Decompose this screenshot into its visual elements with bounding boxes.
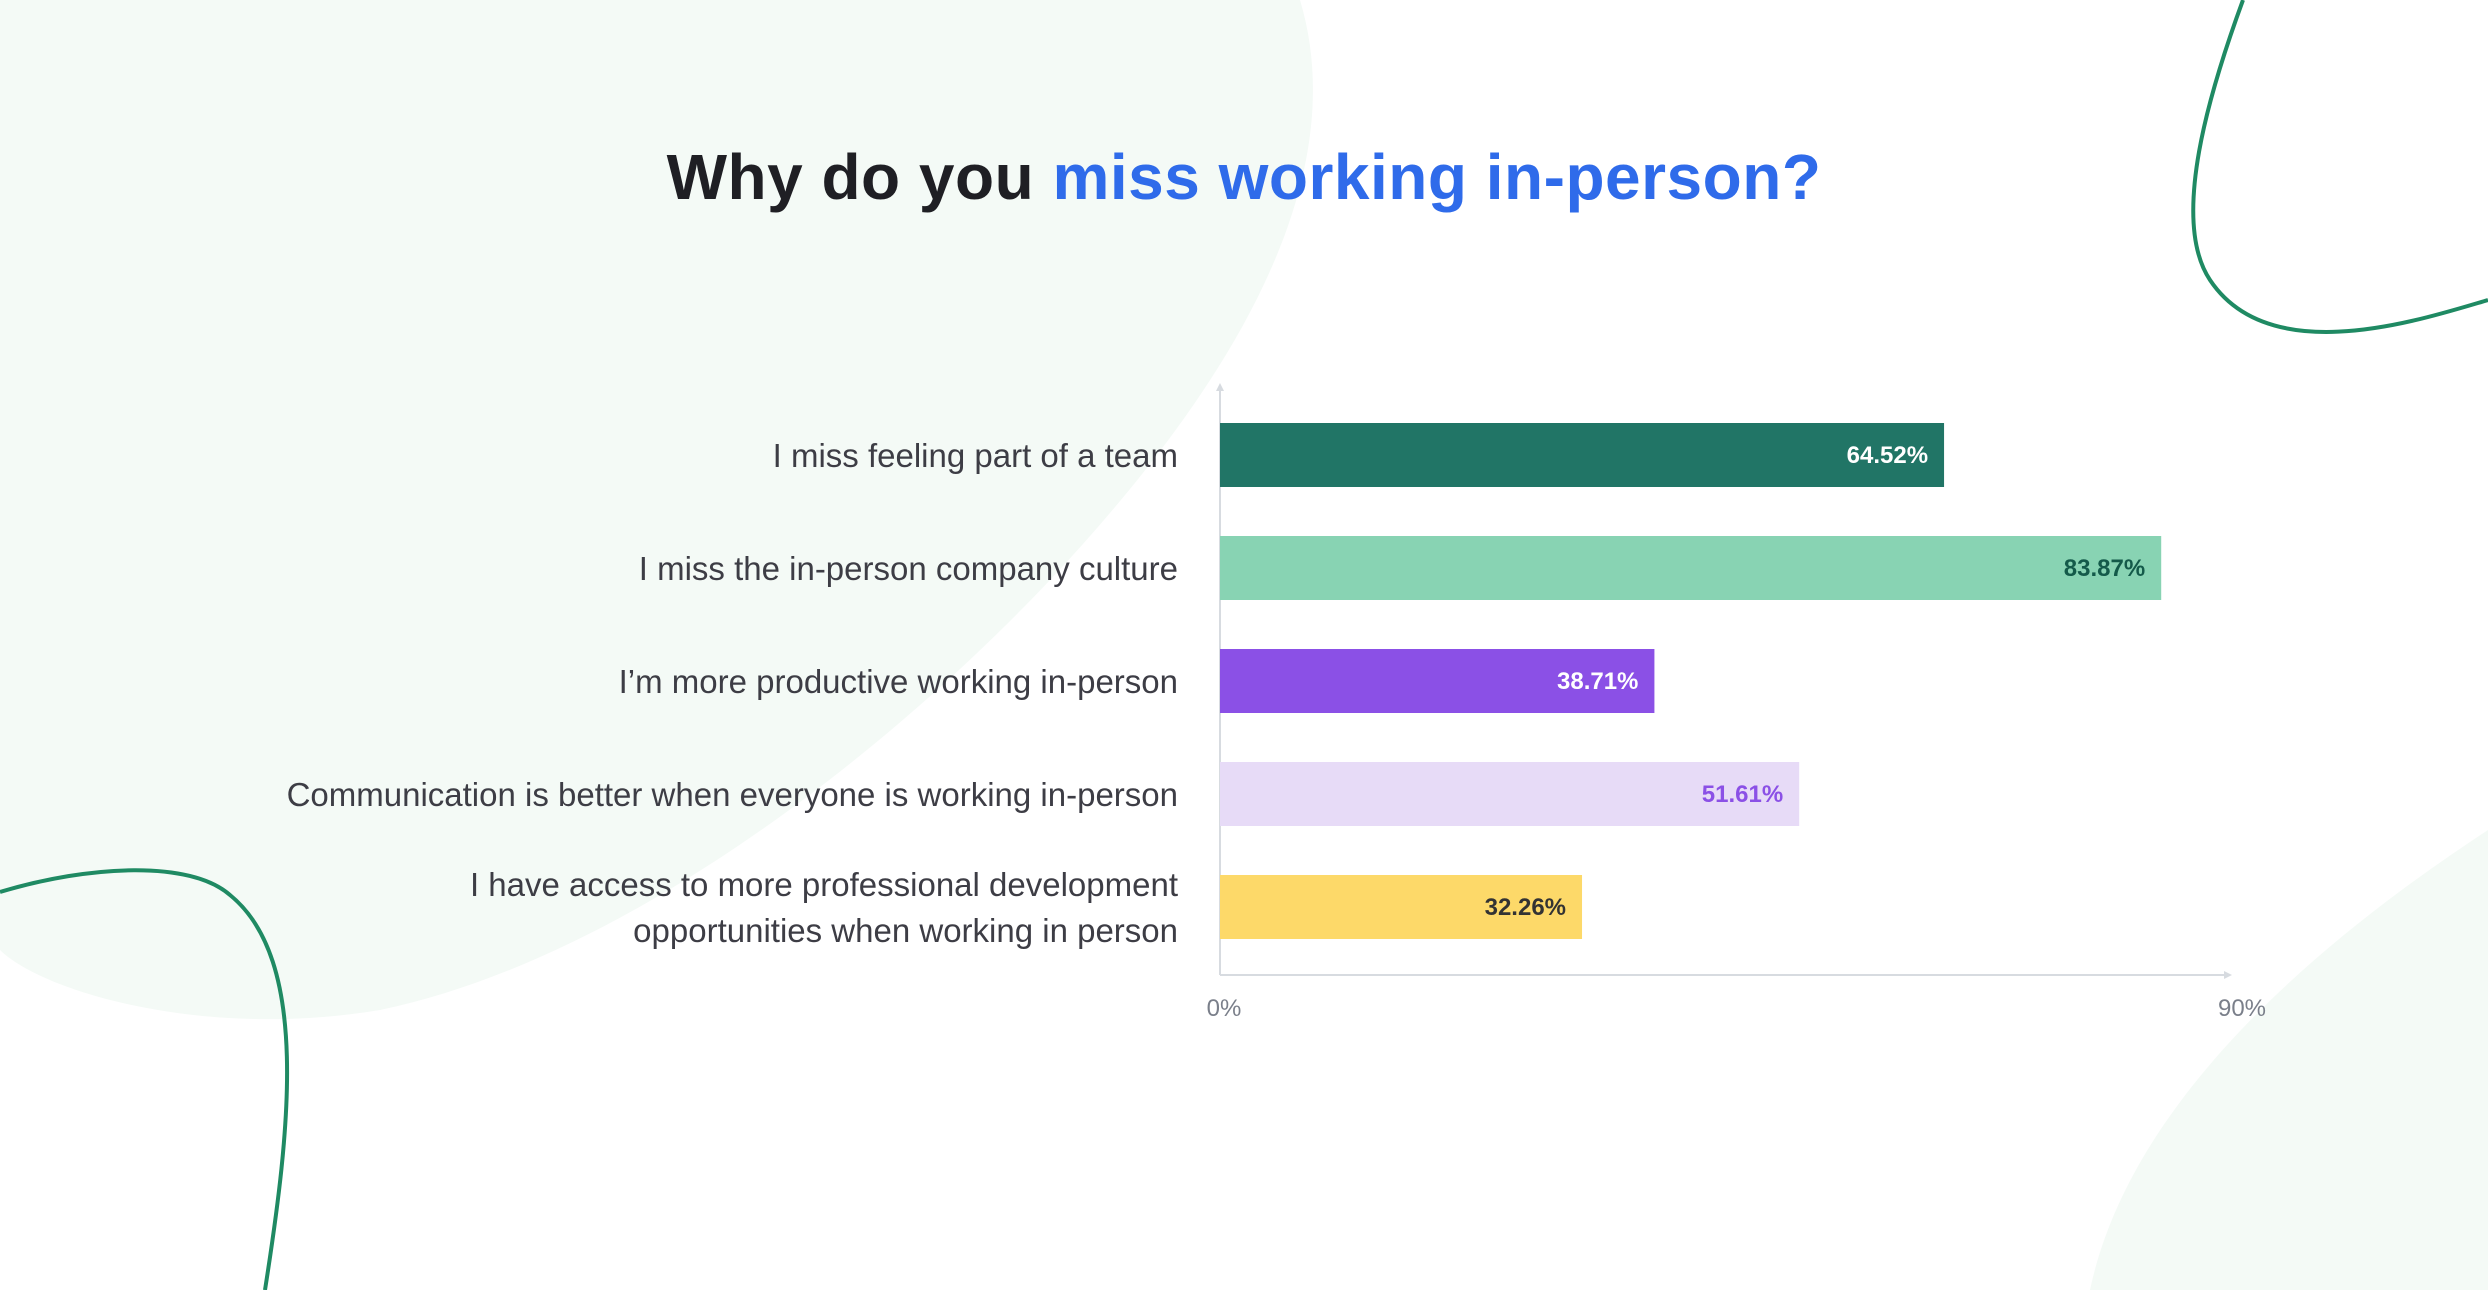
bar (1220, 762, 1800, 826)
bar (1220, 649, 1655, 713)
bar (1220, 423, 1945, 487)
category-label: I’m more productive working in-person (619, 663, 1178, 700)
category-label: opportunities when working in person (633, 912, 1178, 949)
category-label: Communication is better when everyone is… (287, 776, 1178, 813)
decorative-curve-bottom-left (0, 868, 290, 1290)
category-label: I miss the in-person company culture (639, 550, 1178, 587)
x-tick-label: 0% (1207, 995, 1242, 1022)
data-label: 83.87% (2064, 555, 2145, 582)
decorative-curve-top-right (2191, 0, 2488, 334)
page-title: Why do you miss working in-person? (0, 140, 2488, 214)
title-accent: miss working in-person? (1052, 141, 1822, 213)
title-prefix: Why do you (666, 141, 1053, 213)
data-label: 51.61% (1702, 781, 1783, 808)
background-blob-left (0, 0, 1313, 1020)
data-label: 64.52% (1847, 442, 1928, 469)
y-axis-arrow (1216, 383, 1224, 391)
category-label: I miss feeling part of a team (773, 437, 1178, 474)
data-label: 38.71% (1557, 668, 1638, 695)
x-tick-label: 90% (2218, 995, 2266, 1022)
background-blob-right (2090, 830, 2488, 1290)
bar (1220, 536, 2162, 600)
data-label: 32.26% (1485, 894, 1566, 921)
category-label: I have access to more professional devel… (470, 866, 1178, 903)
x-axis-arrow (2224, 971, 2232, 979)
bar (1220, 875, 1583, 939)
